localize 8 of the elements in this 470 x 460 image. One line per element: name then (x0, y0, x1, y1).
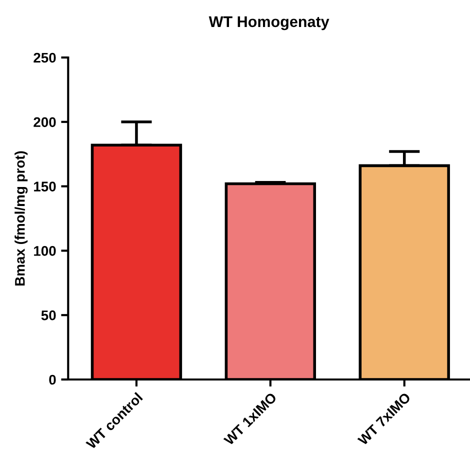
y-tick-label: 0 (49, 374, 56, 385)
y-tick-label: 100 (34, 246, 56, 256)
y-tick-label: 250 (34, 52, 56, 63)
y-tick-label: 50 (41, 310, 56, 320)
chart-title: WT Homogenaty (208, 16, 330, 30)
y-tick-label: 150 (34, 182, 56, 192)
y-tick-label: 200 (34, 117, 56, 128)
y-axis-title: Bmax (fmol/mg prot) (14, 151, 28, 286)
